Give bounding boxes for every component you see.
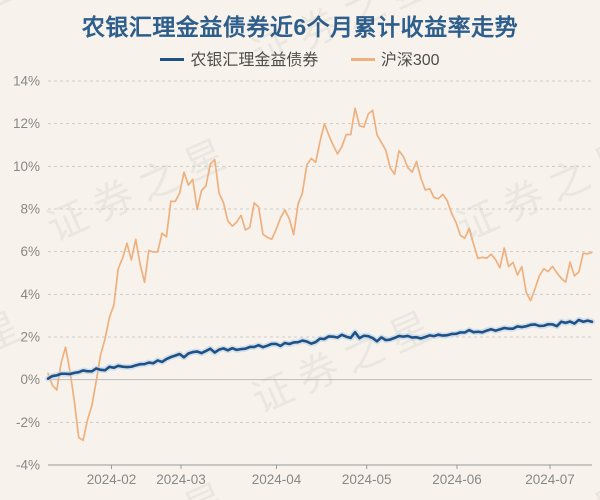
svg-text:2024-03: 2024-03 — [156, 472, 206, 487]
svg-text:2024-04: 2024-04 — [252, 472, 302, 487]
svg-text:14%: 14% — [13, 74, 40, 89]
svg-text:2024-06: 2024-06 — [432, 472, 482, 487]
svg-text:4%: 4% — [20, 287, 40, 302]
svg-text:6%: 6% — [20, 244, 40, 259]
svg-text:2024-07: 2024-07 — [525, 472, 575, 487]
svg-text:10%: 10% — [13, 159, 40, 174]
svg-text:2024-02: 2024-02 — [87, 472, 137, 487]
svg-text:12%: 12% — [13, 116, 40, 131]
svg-text:-4%: -4% — [16, 458, 40, 473]
svg-text:2%: 2% — [20, 330, 40, 345]
svg-text:-2%: -2% — [16, 415, 40, 430]
svg-text:0%: 0% — [20, 372, 40, 387]
svg-text:8%: 8% — [20, 202, 40, 217]
svg-text:2024-05: 2024-05 — [342, 472, 392, 487]
